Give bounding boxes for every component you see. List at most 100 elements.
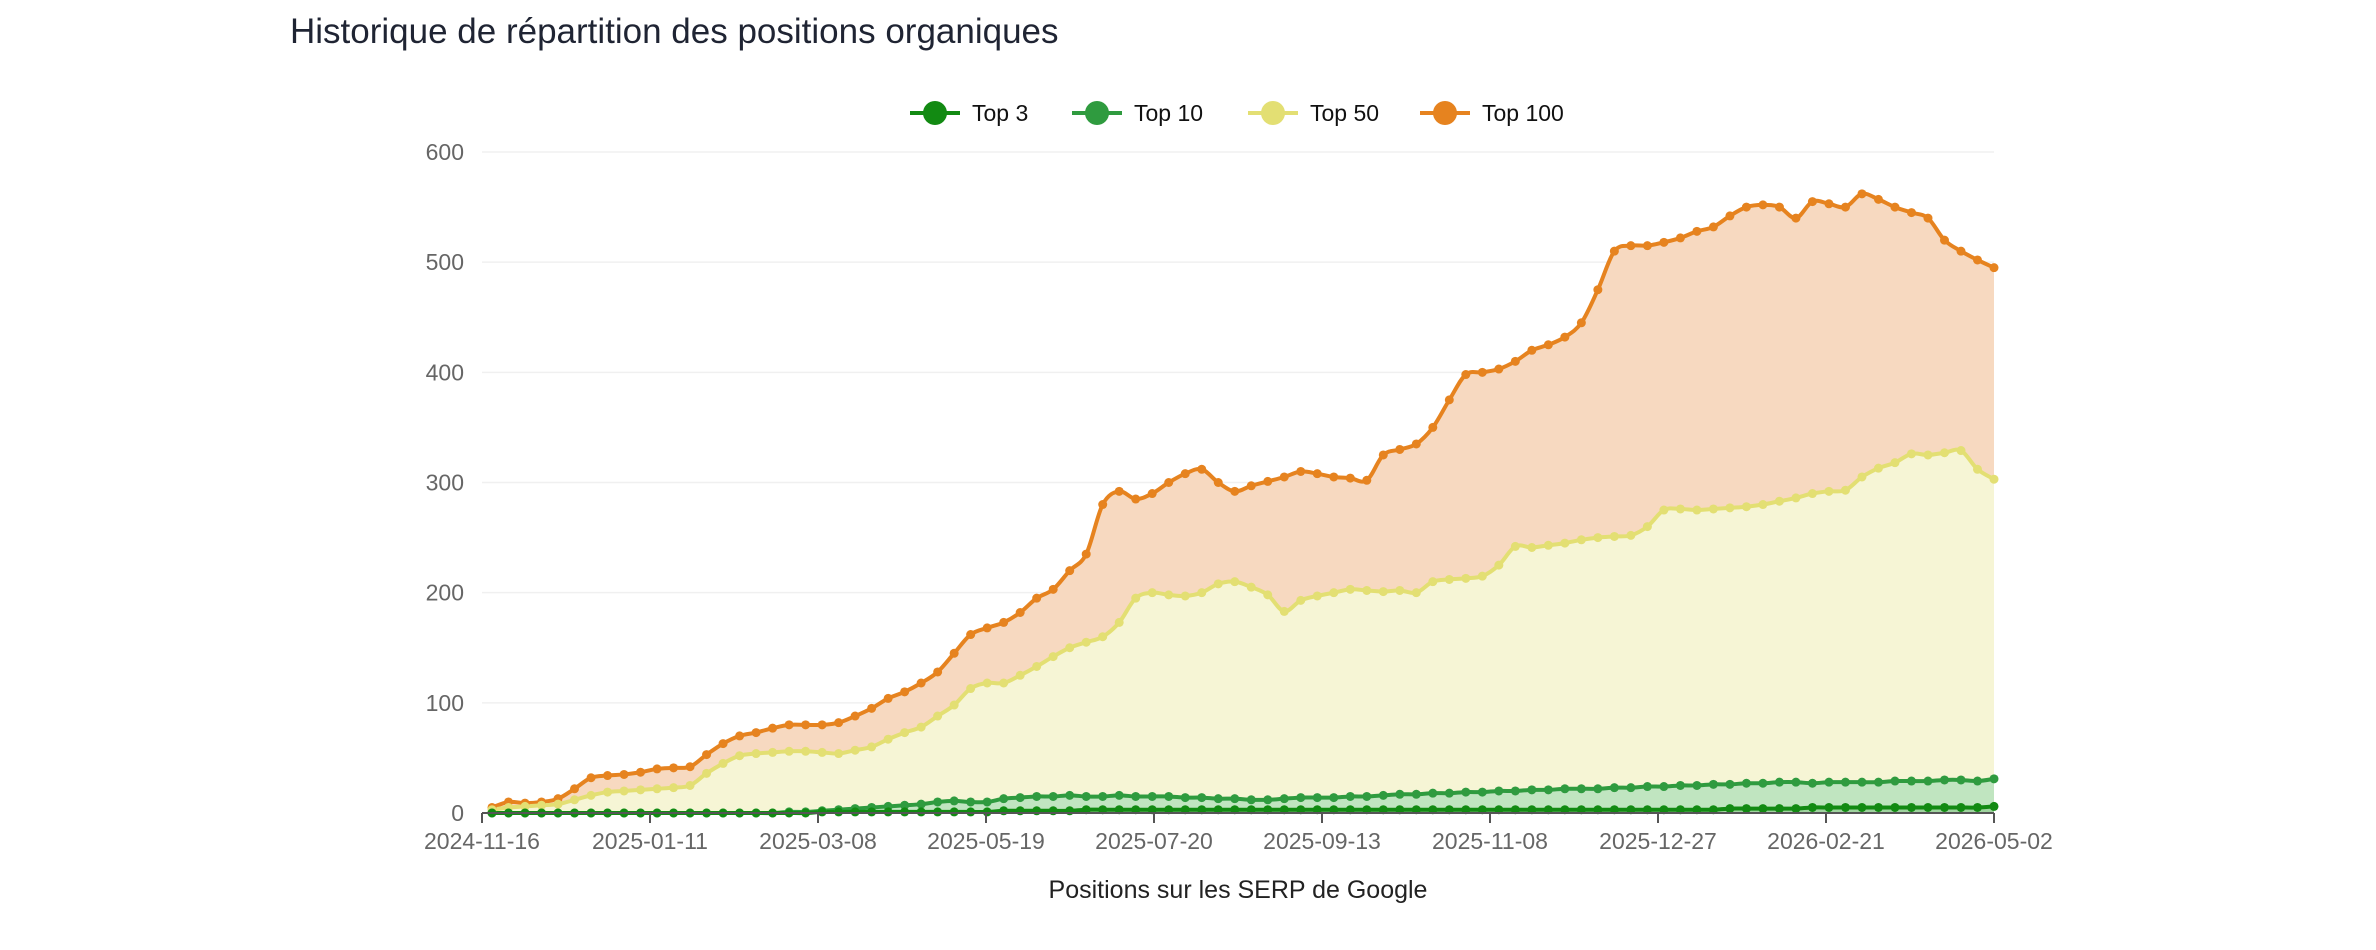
point-top-50 bbox=[1906, 449, 1916, 459]
point-top-100 bbox=[1659, 237, 1669, 247]
point-top-100 bbox=[1560, 332, 1570, 342]
point-top-50 bbox=[1279, 606, 1289, 616]
point-top-10 bbox=[1395, 789, 1405, 799]
point-top-50 bbox=[1114, 617, 1124, 627]
point-top-100 bbox=[1230, 486, 1240, 496]
legend[interactable]: Top 3 Top 10 Top 50 Top 100 bbox=[910, 100, 1564, 126]
point-top-3 bbox=[1246, 805, 1256, 815]
point-top-100 bbox=[1675, 233, 1685, 243]
legend-item-top-100[interactable]: Top 100 bbox=[1420, 100, 1564, 126]
point-top-10 bbox=[1345, 791, 1355, 801]
point-top-50 bbox=[1345, 584, 1355, 594]
point-top-3 bbox=[1230, 805, 1240, 815]
point-top-10 bbox=[1378, 790, 1388, 800]
point-top-10 bbox=[1873, 777, 1883, 787]
point-top-100 bbox=[1131, 494, 1141, 504]
legend-item-top-10[interactable]: Top 10 bbox=[1072, 100, 1203, 126]
point-top-100 bbox=[1642, 241, 1652, 251]
point-top-3 bbox=[1114, 805, 1124, 815]
point-top-50 bbox=[1246, 582, 1256, 592]
point-top-3 bbox=[1708, 805, 1718, 815]
legend-item-top-50[interactable]: Top 50 bbox=[1248, 100, 1379, 126]
point-top-100 bbox=[1246, 481, 1256, 491]
point-top-100 bbox=[1906, 208, 1916, 218]
point-top-10 bbox=[1890, 776, 1900, 786]
point-top-100 bbox=[1873, 194, 1883, 204]
point-top-10 bbox=[1593, 784, 1603, 794]
point-top-3 bbox=[817, 807, 827, 817]
point-top-100 bbox=[1461, 370, 1471, 380]
point-top-50 bbox=[1791, 493, 1801, 503]
point-top-10 bbox=[1939, 775, 1949, 785]
point-top-50 bbox=[1048, 652, 1058, 662]
point-top-10 bbox=[1411, 789, 1421, 799]
chart-title: Historique de répartition des positions … bbox=[290, 12, 1059, 51]
point-top-100 bbox=[1774, 202, 1784, 212]
point-top-3 bbox=[850, 807, 860, 817]
point-top-50 bbox=[702, 768, 712, 778]
point-top-10 bbox=[1032, 791, 1042, 801]
point-top-3 bbox=[1444, 805, 1454, 815]
point-top-10 bbox=[1048, 791, 1058, 801]
point-top-100 bbox=[1758, 200, 1768, 210]
point-top-50 bbox=[999, 678, 1009, 688]
legend-item-top-3[interactable]: Top 3 bbox=[910, 100, 1028, 126]
point-top-50 bbox=[1411, 588, 1421, 598]
series-points bbox=[487, 189, 1999, 818]
point-top-3 bbox=[1197, 805, 1207, 815]
point-top-100 bbox=[1345, 473, 1355, 483]
legend-label: Top 50 bbox=[1310, 100, 1379, 126]
point-top-50 bbox=[1824, 486, 1834, 496]
point-top-10 bbox=[1857, 777, 1867, 787]
point-top-3 bbox=[1642, 805, 1652, 815]
point-top-10 bbox=[1444, 788, 1454, 798]
point-top-3 bbox=[1428, 805, 1438, 815]
point-top-100 bbox=[1444, 395, 1454, 405]
point-top-50 bbox=[586, 790, 596, 800]
point-top-50 bbox=[1675, 504, 1685, 514]
point-top-3 bbox=[1378, 805, 1388, 815]
y-tick-label: 400 bbox=[426, 359, 464, 385]
point-top-50 bbox=[1543, 540, 1553, 550]
point-top-50 bbox=[1956, 446, 1966, 456]
point-top-100 bbox=[1807, 197, 1817, 207]
point-top-100 bbox=[1114, 486, 1124, 496]
point-top-100 bbox=[1279, 472, 1289, 482]
point-top-10 bbox=[1147, 791, 1157, 801]
point-top-100 bbox=[1939, 235, 1949, 245]
point-top-100 bbox=[1840, 202, 1850, 212]
point-top-100 bbox=[1312, 469, 1322, 479]
point-top-100 bbox=[801, 720, 811, 730]
point-top-100 bbox=[1593, 285, 1603, 295]
point-top-50 bbox=[1428, 577, 1438, 587]
point-top-100 bbox=[1494, 364, 1504, 374]
point-top-100 bbox=[1972, 255, 1982, 265]
x-tick-label: 2025-11-08 bbox=[1432, 828, 1548, 854]
point-top-3 bbox=[1857, 802, 1867, 812]
point-top-50 bbox=[685, 780, 695, 790]
point-top-50 bbox=[1873, 463, 1883, 473]
point-top-50 bbox=[718, 758, 728, 768]
point-top-10 bbox=[1972, 776, 1982, 786]
point-top-10 bbox=[1312, 793, 1322, 803]
point-top-50 bbox=[817, 747, 827, 757]
point-top-50 bbox=[751, 749, 761, 759]
point-top-50 bbox=[1527, 542, 1537, 552]
point-top-100 bbox=[982, 623, 992, 633]
point-top-100 bbox=[1609, 246, 1619, 256]
point-top-50 bbox=[1263, 590, 1273, 600]
point-top-10 bbox=[1098, 791, 1108, 801]
point-top-10 bbox=[1164, 791, 1174, 801]
point-top-50 bbox=[553, 799, 563, 809]
x-tick-label: 2025-03-08 bbox=[759, 828, 877, 854]
point-top-3 bbox=[949, 807, 959, 817]
point-top-10 bbox=[1675, 780, 1685, 790]
point-top-50 bbox=[1890, 458, 1900, 468]
point-top-100 bbox=[1956, 246, 1966, 256]
point-top-3 bbox=[900, 807, 910, 817]
point-top-10 bbox=[1906, 776, 1916, 786]
point-top-10 bbox=[1791, 777, 1801, 787]
point-top-100 bbox=[1065, 566, 1075, 576]
point-top-50 bbox=[949, 700, 959, 710]
point-top-50 bbox=[1576, 535, 1586, 545]
